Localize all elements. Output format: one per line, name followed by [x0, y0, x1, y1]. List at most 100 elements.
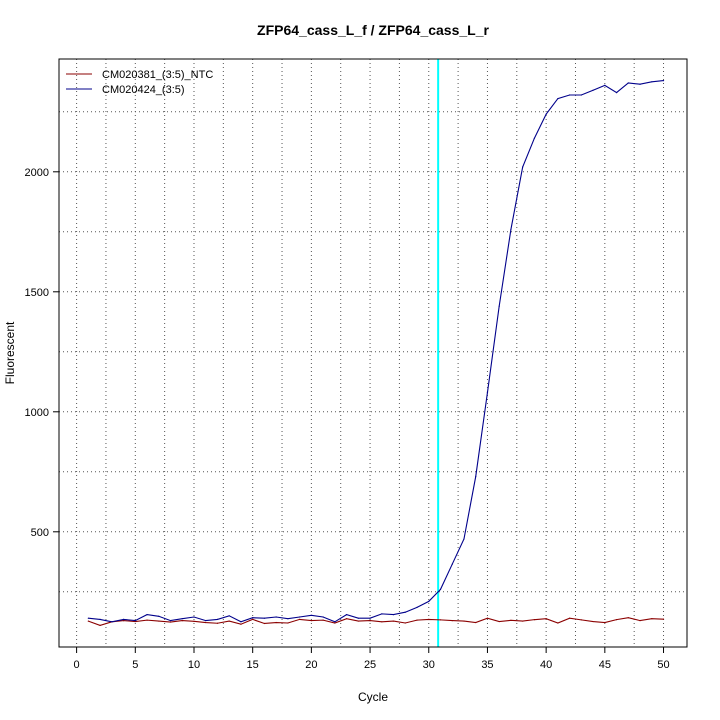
- data-point: [486, 617, 489, 619]
- data-point: [228, 615, 230, 617]
- data-point: [275, 616, 277, 618]
- data-point: [639, 83, 641, 85]
- data-point: [322, 619, 324, 621]
- x-tick-label: 15: [247, 659, 259, 671]
- data-point: [263, 617, 266, 619]
- data-point: [557, 98, 559, 100]
- data-point: [463, 538, 465, 540]
- data-point: [428, 600, 430, 603]
- data-point: [510, 619, 512, 621]
- data-point: [439, 619, 442, 621]
- data-point: [580, 619, 582, 621]
- x-axis-label: Cycle: [358, 690, 388, 704]
- data-point: [99, 618, 101, 621]
- data-point: [99, 624, 101, 627]
- data-point: [252, 618, 254, 621]
- data-point: [545, 113, 547, 115]
- series-line-1: [88, 617, 664, 626]
- data-point: [381, 621, 383, 623]
- data-point: [87, 617, 89, 619]
- data-point: [416, 606, 418, 609]
- data-point: [557, 622, 559, 624]
- data-point: [498, 305, 500, 307]
- y-tick-label: 2000: [25, 167, 49, 179]
- data-point: [216, 618, 219, 621]
- data-point: [615, 619, 618, 621]
- x-tick-label: 50: [657, 659, 669, 671]
- data-point: [463, 620, 465, 622]
- data-point: [392, 614, 395, 616]
- data-point: [592, 89, 594, 91]
- x-tick-label: 25: [364, 659, 376, 671]
- x-tick-label: 30: [423, 659, 435, 671]
- data-point: [158, 620, 160, 622]
- data-point: [522, 620, 524, 622]
- data-point: [369, 620, 371, 622]
- data-point: [345, 618, 348, 620]
- data-point: [369, 617, 371, 619]
- data-point: [111, 621, 113, 623]
- data-point: [381, 613, 383, 615]
- data-point: [134, 620, 136, 622]
- x-tick-label: 10: [188, 659, 200, 671]
- data-point: [439, 588, 442, 591]
- data-point: [228, 620, 230, 622]
- data-point: [651, 81, 653, 83]
- y-tick-label: 1000: [25, 407, 49, 419]
- data-point: [169, 620, 172, 622]
- x-tick-label: 20: [305, 659, 317, 671]
- chart-title: ZFP64_cass_L_f / ZFP64_cass_L_r: [257, 22, 489, 38]
- data-point: [240, 623, 242, 625]
- data-point: [287, 622, 289, 624]
- y-tick-label: 500: [31, 527, 49, 539]
- data-point: [357, 620, 359, 622]
- data-point: [404, 622, 406, 624]
- data-point: [169, 621, 172, 623]
- x-tick-label: 45: [599, 659, 611, 671]
- x-tick-label: 5: [132, 659, 138, 671]
- data-point: [181, 620, 183, 622]
- legend-label: CM020381_(3:5)_NTC: [102, 69, 213, 81]
- data-point: [392, 620, 395, 622]
- data-point: [193, 620, 195, 622]
- data-point: [615, 92, 618, 94]
- data-point: [322, 616, 324, 618]
- data-point: [651, 618, 653, 620]
- data-point: [627, 82, 629, 84]
- data-point: [451, 620, 453, 622]
- plot-frame: [58, 58, 688, 648]
- data-point: [310, 620, 312, 622]
- data-point: [428, 618, 430, 621]
- data-point: [181, 618, 183, 620]
- x-tick-label: 35: [481, 659, 493, 671]
- data-point: [627, 617, 629, 619]
- data-point: [205, 621, 207, 624]
- data-point: [122, 620, 125, 622]
- y-axis-label: Fluorescent: [3, 321, 17, 384]
- data-point: [205, 620, 207, 622]
- data-point: [334, 621, 336, 623]
- grid: [59, 59, 687, 647]
- data-point: [334, 622, 336, 624]
- data-point: [134, 620, 136, 623]
- data-point: [122, 618, 125, 621]
- data-point: [604, 621, 606, 624]
- data-point: [416, 619, 418, 621]
- data-point: [158, 615, 160, 617]
- data-point: [263, 622, 266, 625]
- data-point: [486, 392, 489, 394]
- data-point: [662, 618, 665, 620]
- data-point: [522, 166, 524, 168]
- legend: CM020381_(3:5)_NTC CM020424_(3:5): [66, 69, 213, 96]
- data-point: [451, 563, 453, 565]
- data-point: [146, 614, 148, 616]
- series-group: [87, 80, 665, 627]
- data-point: [533, 137, 536, 139]
- data-point: [498, 620, 500, 623]
- series-line-2: [88, 80, 664, 623]
- legend-label: CM020424_(3:5): [102, 84, 185, 96]
- data-point: [287, 618, 289, 620]
- data-point: [404, 611, 406, 613]
- data-point: [146, 619, 148, 621]
